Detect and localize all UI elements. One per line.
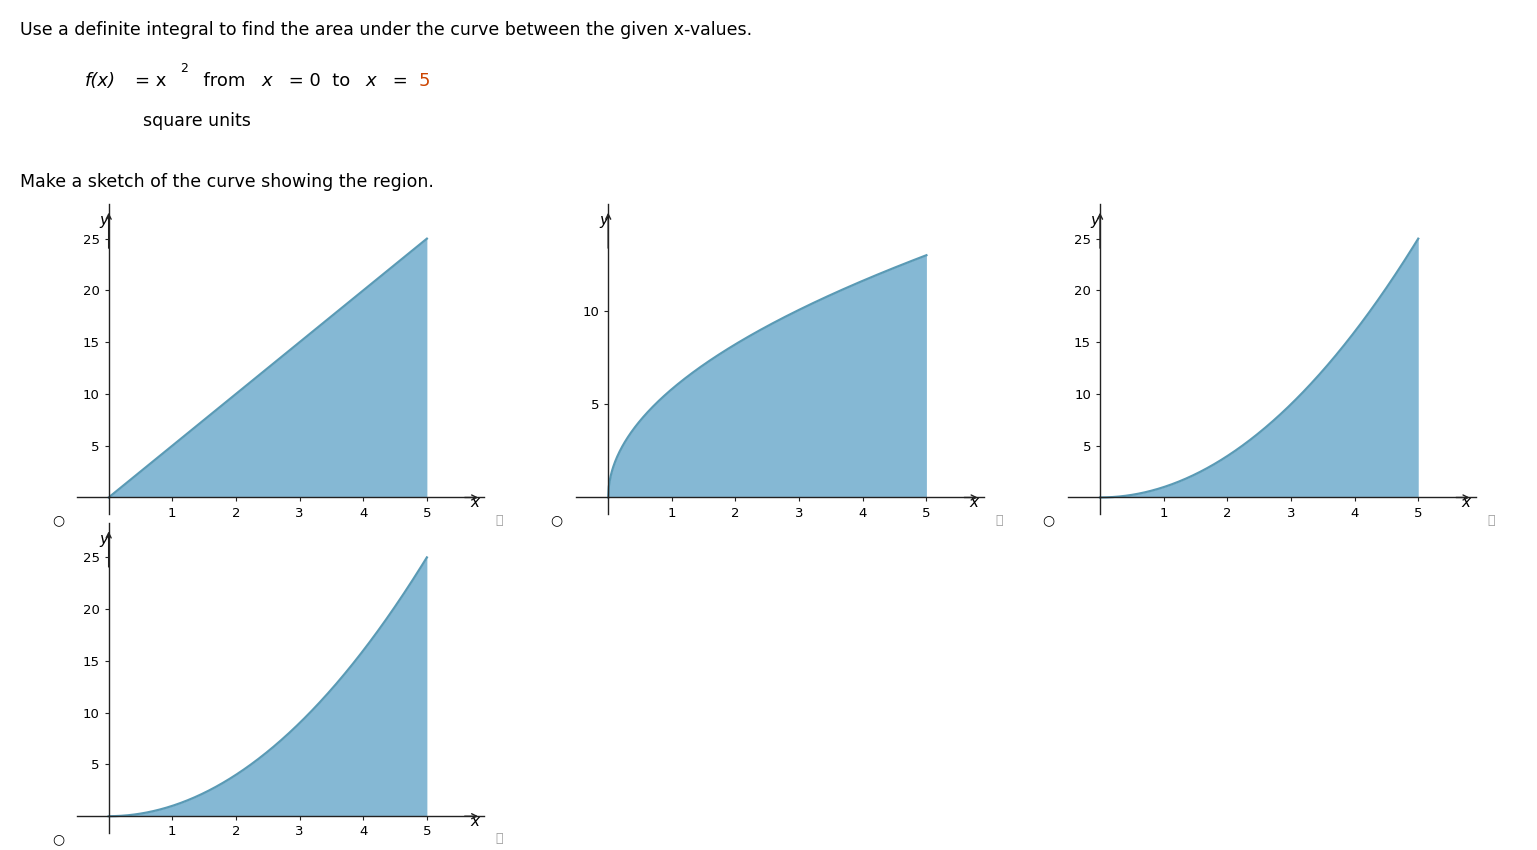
Text: x: x — [470, 495, 480, 510]
Text: y: y — [599, 212, 609, 228]
Text: = 0  to: = 0 to — [283, 72, 361, 90]
Text: ○: ○ — [1042, 513, 1054, 527]
Text: x: x — [261, 72, 272, 90]
Text: Make a sketch of the curve showing the region.: Make a sketch of the curve showing the r… — [20, 173, 433, 190]
Text: f(x): f(x) — [85, 72, 115, 90]
Text: ⓘ: ⓘ — [496, 832, 503, 846]
Text: 5: 5 — [418, 72, 429, 90]
Text: ○: ○ — [550, 513, 563, 527]
Text: from: from — [192, 72, 257, 90]
Text: Use a definite integral to find the area under the curve between the given x-val: Use a definite integral to find the area… — [20, 21, 752, 39]
Text: square units: square units — [143, 111, 251, 130]
Text: ⓘ: ⓘ — [996, 513, 1002, 527]
Text: 2: 2 — [180, 62, 188, 75]
Text: y: y — [100, 531, 109, 547]
Text: x: x — [470, 813, 480, 829]
Text: y: y — [100, 212, 109, 228]
Text: ⓘ: ⓘ — [496, 513, 503, 527]
Text: = x: = x — [135, 72, 166, 90]
Text: y: y — [1091, 212, 1100, 228]
Text: x: x — [1462, 495, 1471, 510]
Text: ○: ○ — [52, 832, 65, 846]
Text: ⓘ: ⓘ — [1488, 513, 1494, 527]
Text: x: x — [366, 72, 377, 90]
Text: =: = — [387, 72, 413, 90]
Text: x: x — [970, 495, 979, 510]
Text: ○: ○ — [52, 513, 65, 527]
